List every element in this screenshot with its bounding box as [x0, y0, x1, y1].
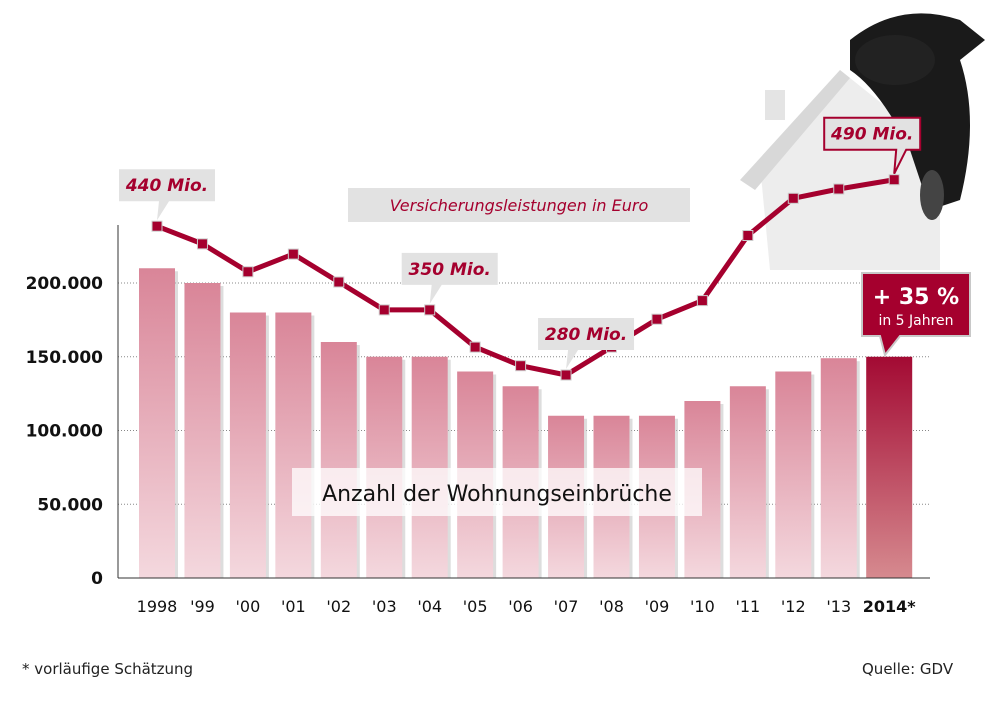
line-marker	[787, 192, 799, 204]
bar	[729, 386, 766, 578]
x-tick-label: 2014*	[863, 597, 917, 616]
annotation: 490 Mio.	[823, 116, 922, 175]
bar	[139, 268, 175, 578]
x-tick-label: '13	[826, 597, 851, 616]
x-tick-label: '01	[281, 597, 306, 616]
bar	[411, 356, 448, 578]
line-marker	[696, 295, 708, 307]
x-tick-label: '03	[372, 597, 397, 616]
x-tick-label: '08	[599, 597, 624, 616]
footnote: * vorläufige Schätzung	[22, 660, 194, 678]
highlight-small: in 5 Jahren	[878, 313, 953, 329]
y-tick-label: 150.000	[26, 348, 104, 368]
highlight-big: + 35 %	[873, 285, 959, 310]
annotation-text: 350 Mio.	[409, 260, 491, 280]
line-marker	[287, 248, 299, 260]
x-tick-label: '09	[645, 597, 670, 616]
bar	[820, 358, 857, 578]
line-marker	[651, 313, 663, 325]
x-tick-label: '06	[508, 597, 533, 616]
y-tick-label: 50.000	[37, 495, 103, 515]
line-marker	[833, 183, 845, 195]
bar	[320, 342, 357, 578]
y-tick-label: 100.000	[26, 422, 104, 442]
line-series-label-text: Versicherungsleistungen in Euro	[390, 196, 649, 215]
line-marker	[151, 220, 163, 232]
y-tick-label: 0	[91, 569, 103, 589]
annotation: 440 Mio.	[119, 169, 215, 221]
bar-series-label-text: Anzahl der Wohnungseinbrüche	[322, 482, 672, 507]
line-marker	[515, 360, 527, 372]
x-tick-label: '99	[190, 597, 215, 616]
bar-series-label: Anzahl der Wohnungseinbrüche	[292, 468, 702, 516]
line-marker	[424, 304, 436, 316]
x-tick-label: '07	[554, 597, 579, 616]
x-tick-label: '12	[781, 597, 806, 616]
bar	[366, 356, 403, 578]
line-marker	[469, 341, 481, 353]
annotation-text: 490 Mio.	[830, 125, 913, 145]
line-marker	[242, 266, 254, 278]
line-marker	[196, 238, 208, 250]
annotation: 280 Mio.	[538, 318, 635, 369]
annotation: 350 Mio.	[401, 252, 498, 304]
annotation-text: 440 Mio.	[125, 176, 208, 196]
highlight-callout: + 35 % in 5 Jahren	[861, 272, 971, 358]
source: Quelle: GDV	[862, 660, 954, 678]
bar	[275, 312, 312, 578]
bar	[866, 356, 913, 578]
x-tick-label: '02	[326, 597, 351, 616]
x-tick-label: '00	[236, 597, 261, 616]
x-tick-label: '05	[463, 597, 488, 616]
bar	[775, 371, 812, 578]
x-tick-label: '10	[690, 597, 715, 616]
line-series-label: Versicherungsleistungen in Euro	[348, 188, 690, 222]
line-marker	[888, 174, 900, 186]
line-marker	[378, 304, 390, 316]
bar	[184, 283, 221, 578]
y-tick-label: 200.000	[26, 274, 104, 294]
bar	[229, 312, 266, 578]
line-marker	[333, 276, 345, 288]
x-tick-label: '11	[735, 597, 760, 616]
line-marker	[742, 230, 754, 241]
line-marker	[560, 369, 572, 381]
annotation-text: 280 Mio.	[545, 325, 627, 345]
x-tick-label: 1998	[137, 597, 178, 616]
x-tick-label: '04	[417, 597, 442, 616]
